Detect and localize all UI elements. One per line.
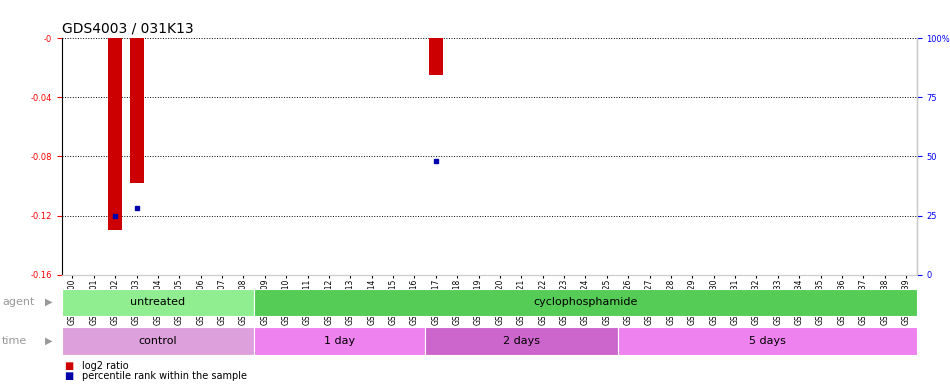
Text: percentile rank within the sample: percentile rank within the sample	[82, 371, 247, 381]
Bar	[618, 327, 917, 355]
Text: ▶: ▶	[45, 336, 52, 346]
Text: untreated: untreated	[130, 297, 185, 308]
Text: agent: agent	[2, 297, 34, 307]
Bar	[62, 327, 255, 355]
Text: 5 days: 5 days	[749, 336, 786, 346]
Text: log2 ratio: log2 ratio	[82, 361, 128, 371]
Text: ▶: ▶	[45, 297, 52, 307]
Text: time: time	[2, 336, 28, 346]
Text: cyclophosphamide: cyclophosphamide	[533, 297, 637, 308]
Text: ■: ■	[65, 361, 74, 371]
Text: ■: ■	[65, 371, 74, 381]
Bar	[62, 289, 255, 316]
Bar	[129, 38, 143, 183]
Bar	[108, 38, 123, 230]
Text: control: control	[139, 336, 178, 346]
Text: 2 days: 2 days	[503, 336, 540, 346]
Text: 1 day: 1 day	[324, 336, 355, 346]
Bar	[255, 289, 917, 316]
Bar	[426, 327, 618, 355]
Bar	[255, 327, 426, 355]
Text: GDS4003 / 031K13: GDS4003 / 031K13	[62, 21, 194, 35]
Bar	[428, 38, 443, 75]
